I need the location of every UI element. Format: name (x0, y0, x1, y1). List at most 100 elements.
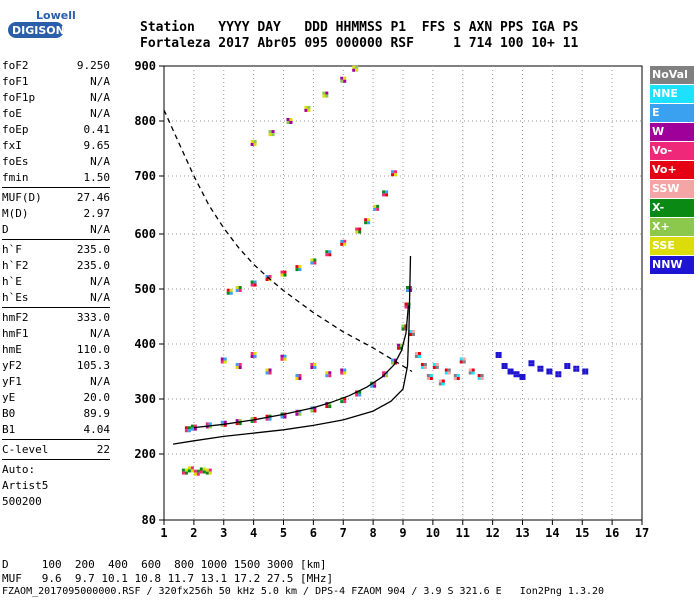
param-name: D (2, 223, 9, 236)
param-value: 89.9 (83, 407, 111, 420)
echo-point (576, 365, 580, 369)
echo-point (420, 366, 424, 369)
echo-point (253, 280, 257, 284)
echo-point (295, 412, 299, 416)
echo-point (289, 121, 293, 124)
legend-item-nne: NNE (650, 85, 694, 104)
echo-point (585, 368, 589, 372)
echo-point (220, 360, 224, 364)
echo-point (343, 400, 347, 404)
echo-point (310, 363, 314, 366)
echo-point (253, 143, 257, 146)
echo-point (537, 368, 541, 372)
echo-point (364, 221, 368, 225)
param-name: h`Es (2, 291, 29, 304)
echo-point (355, 227, 359, 231)
param-value: N/A (90, 91, 110, 104)
echo-point (265, 278, 269, 281)
y-tick-label: 80 (142, 513, 156, 527)
x-tick-label: 14 (545, 526, 559, 540)
y-tick-label: 700 (134, 169, 156, 183)
echo-point (435, 366, 439, 369)
echo-point (438, 382, 442, 386)
echo-point (283, 415, 287, 419)
x-tick-label: 5 (280, 526, 287, 540)
echo-point (253, 352, 257, 355)
echo-point (304, 108, 308, 112)
echo-point (340, 239, 344, 243)
legend-item-x-: X- (650, 199, 694, 218)
echo-point (405, 289, 409, 292)
echo-point (280, 415, 284, 419)
echo-point (310, 409, 314, 413)
echo-point (546, 371, 550, 375)
echo-point (325, 250, 329, 254)
param-value: 0.41 (83, 123, 111, 136)
echo-point (313, 258, 317, 262)
echo-point (513, 371, 517, 375)
echo-point (582, 371, 586, 375)
echo-point (238, 289, 242, 292)
param-value: 9.65 (83, 139, 111, 152)
echo-point (307, 108, 311, 112)
x-tick-label: 17 (635, 526, 649, 540)
param-value: 4.04 (83, 423, 111, 436)
echo-point (456, 377, 460, 380)
param-value: N/A (90, 375, 110, 388)
echo-point (280, 270, 284, 274)
echo-point (193, 427, 197, 431)
echo-point (477, 374, 481, 377)
param-value: 20.0 (83, 391, 111, 404)
echo-point (429, 377, 433, 380)
param-row: yF1 N/A (2, 374, 110, 390)
param-name: yE (2, 391, 16, 404)
echo-point (471, 371, 475, 375)
echo-point (328, 374, 332, 378)
echo-point (408, 289, 412, 292)
echo-point (235, 366, 239, 369)
echo-point (432, 366, 436, 369)
echo-point (250, 416, 254, 420)
param-row: foF2 9.250 (2, 58, 110, 74)
param-separator (2, 439, 110, 440)
echo-point (519, 374, 523, 377)
echo-point (202, 467, 206, 471)
param-name: foEp (2, 123, 29, 136)
param-name: fmin (2, 171, 29, 184)
param-separator (2, 187, 110, 188)
echo-point (453, 374, 457, 377)
echo-point (343, 79, 347, 83)
echo-point (238, 286, 242, 289)
echo-point (295, 265, 299, 269)
param-name: hmE (2, 343, 22, 356)
echo-point (531, 360, 535, 364)
echo-point (184, 429, 188, 433)
param-row: foE N/A (2, 106, 110, 122)
echo-point (343, 371, 347, 375)
echo-point (531, 363, 535, 367)
param-row: h`Es N/A (2, 290, 110, 306)
echo-point (307, 105, 311, 109)
echo-point (250, 352, 254, 355)
echo-point (405, 286, 409, 289)
param-name: fxI (2, 139, 22, 152)
echo-point (435, 363, 439, 366)
echo-point (268, 414, 272, 418)
param-value: 235.0 (76, 259, 110, 272)
echo-point (564, 366, 568, 369)
x-tick-label: 12 (485, 526, 499, 540)
profile-curve (193, 305, 410, 429)
param-value: 27.46 (76, 191, 110, 204)
echo-point (223, 360, 227, 364)
echo-point (268, 371, 272, 375)
echo-point (558, 371, 562, 375)
param-name: foF1 (2, 75, 29, 88)
echo-point (444, 371, 448, 375)
echo-point (328, 253, 332, 257)
echo-point (391, 358, 395, 362)
echo-point (265, 371, 269, 375)
echo-point (340, 242, 344, 246)
echo-point (295, 268, 299, 272)
echo-point (187, 426, 191, 430)
echo-point (438, 379, 442, 383)
